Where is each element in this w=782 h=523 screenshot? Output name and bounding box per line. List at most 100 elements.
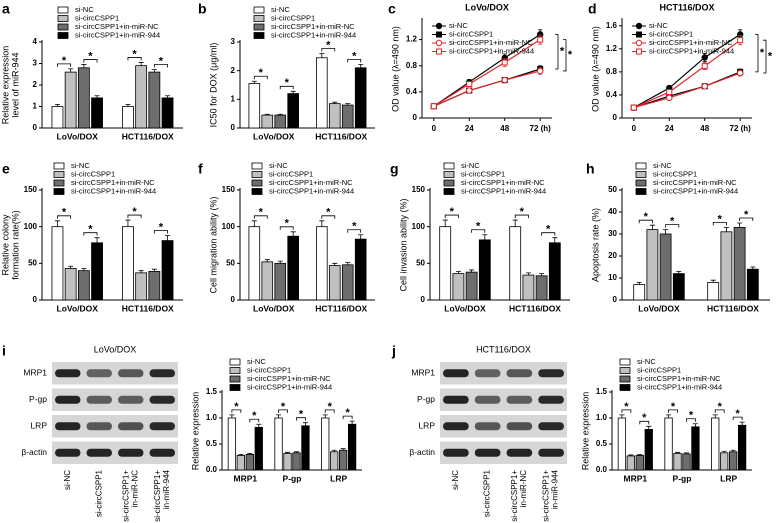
- blot-lane-label: si-circCSPP1: [483, 469, 492, 517]
- legend-marker: [436, 48, 442, 55]
- significance-bracket: [638, 219, 653, 224]
- significance-bracket: [231, 409, 242, 413]
- legend-swatch: [251, 179, 263, 187]
- panel-letter: j: [391, 343, 396, 359]
- y-tick-label: 1.5: [206, 387, 218, 396]
- error-bar: [256, 423, 262, 428]
- blot-band: [149, 369, 175, 378]
- x-tick-label: HCT116/DOX: [707, 303, 759, 313]
- legend-label: si-NC: [75, 5, 94, 14]
- blot-band: [538, 369, 564, 378]
- legend-label: si-circCSPP1+in-miR-944: [75, 30, 160, 39]
- blot-row-label: MRP1: [411, 368, 435, 378]
- x-tick-label: 24: [465, 124, 474, 133]
- y-axis-label: Relative expression: [580, 392, 590, 471]
- y-tick-label: 100: [24, 222, 38, 231]
- legend-marker: [635, 39, 643, 47]
- y-tick-label: 0: [613, 113, 618, 122]
- bar: [626, 455, 635, 471]
- bar: [287, 93, 299, 129]
- blot-band: [118, 448, 144, 457]
- bar: [664, 417, 673, 471]
- blot-strip: [52, 415, 178, 438]
- legend-swatch: [619, 384, 631, 391]
- panel-letter: b: [198, 1, 207, 17]
- error-bar: [151, 69, 157, 73]
- point: [536, 67, 544, 75]
- legend-swatch: [53, 188, 65, 195]
- y-tick-label: 0.5: [596, 439, 608, 448]
- legend-swatch: [635, 171, 647, 178]
- significance-bracket: [278, 409, 288, 413]
- significance-bracket: [712, 222, 727, 226]
- bar: [161, 97, 174, 129]
- legend-label: si-circCSPP1+in-miR-944: [461, 186, 546, 195]
- legend-label: si-circCSPP1+in-miR-944: [247, 382, 332, 391]
- legend-label: si-circCSPP1+in-miR-944: [71, 186, 156, 195]
- blot-strip: [440, 441, 567, 464]
- point: [701, 54, 708, 61]
- bar: [148, 71, 161, 129]
- y-tick-label: 1.2: [606, 44, 618, 53]
- significance-star: *: [328, 401, 333, 413]
- significance-star: *: [520, 206, 525, 218]
- y-tick-label: 1: [231, 94, 236, 103]
- error-bar: [637, 454, 643, 456]
- legend-label: si-NC: [649, 21, 668, 30]
- y-tick-label: 0.0: [206, 465, 218, 474]
- x-tick-label: 0: [432, 124, 437, 133]
- x-tick-label: HCT116/DOX: [122, 131, 174, 141]
- legend-label: si-circCSPP1+in-miR-944: [649, 46, 734, 55]
- legend-label: si-circCSPP1+in-miR-NC: [653, 178, 737, 187]
- bar: [465, 271, 478, 301]
- legend-label: si-circCSPP1+in-miR-NC: [75, 22, 159, 31]
- significance-star: *: [624, 401, 629, 413]
- legend-swatch: [57, 32, 69, 39]
- blot-band: [538, 448, 564, 457]
- bar: [354, 67, 367, 129]
- error-bar: [94, 237, 100, 243]
- panel-letter: c: [388, 1, 396, 17]
- y-tick-label: 0.8: [406, 61, 418, 70]
- bar: [535, 275, 548, 301]
- blot-strip: [52, 362, 178, 385]
- y-tick-label: 1.5: [596, 387, 608, 396]
- significance-star: *: [88, 224, 93, 236]
- point: [701, 63, 708, 70]
- significance-star: *: [560, 46, 565, 58]
- legend-label: si-circCSPP1+in-miR-944: [653, 186, 738, 195]
- error-bar: [322, 414, 328, 418]
- significance-bracket: [639, 420, 650, 425]
- x-tick-label: 48: [700, 124, 709, 133]
- bar: [509, 226, 522, 301]
- significance-star: *: [718, 401, 723, 413]
- legend-swatch: [57, 23, 69, 31]
- significance-star: *: [326, 207, 331, 219]
- y-tick-label: 50: [226, 258, 235, 267]
- blot-band: [55, 395, 81, 404]
- blot-band: [474, 422, 501, 431]
- significance-bracket: [621, 409, 632, 413]
- panel-letter: f: [198, 161, 203, 177]
- bar: [248, 83, 261, 129]
- legend-swatch: [635, 162, 647, 170]
- y-axis-label: Cell invasion ability (%): [398, 198, 408, 291]
- point: [666, 94, 673, 102]
- y-tick-label: 0: [613, 295, 618, 304]
- legend-swatch: [229, 367, 241, 374]
- y-axis-label: IC50 for DOX (μg/ml): [208, 43, 218, 128]
- significance-star: *: [670, 216, 675, 228]
- bar: [301, 425, 310, 471]
- significance-bracket: [296, 417, 306, 421]
- error-bar: [358, 63, 364, 68]
- blot-band: [118, 369, 144, 378]
- bar: [729, 451, 738, 471]
- series-line: [433, 70, 541, 107]
- blot-band: [86, 422, 112, 431]
- error-bar: [345, 103, 351, 106]
- bar: [682, 453, 691, 471]
- error-bar: [663, 229, 669, 234]
- x-tick-label: HCT116/DOX: [122, 303, 174, 313]
- blot-band: [538, 395, 564, 404]
